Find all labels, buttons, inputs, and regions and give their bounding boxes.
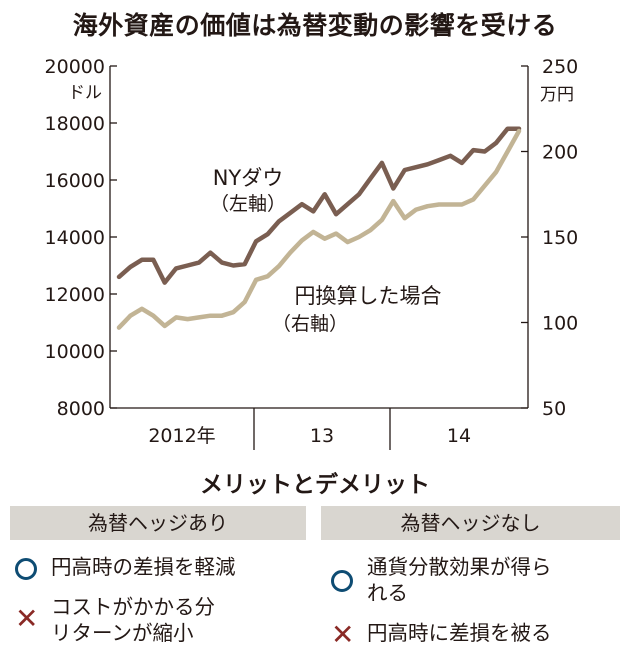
unhedged-column-header: 為替ヘッジなし	[321, 506, 620, 540]
yen-converted-label: 円換算した場合	[295, 284, 442, 308]
right-tick-label: 100	[542, 313, 578, 335]
unhedged-merit-item: 通貨分散効果が得ら れる	[331, 554, 621, 610]
right-tick-label: 250	[542, 56, 578, 78]
chart-title: 海外資産の価値は為替変動の影響を受ける	[72, 11, 558, 40]
right-tick-label: 200	[542, 142, 578, 164]
labels-layer: NYダウ （左軸） 円換算した場合 （右軸）	[210, 166, 442, 335]
right-tick-label: 150	[542, 227, 578, 249]
hedged-demerit-text: コストがかかる分 リターンが縮小	[51, 595, 215, 645]
left-tick-label: 14000	[45, 227, 105, 249]
unhedged-demerit-item: ✕ 円高時に差損を被る	[331, 620, 621, 650]
ny-dow-label: NYダウ	[213, 166, 284, 190]
right-tick-label: 50	[542, 398, 566, 420]
yen-converted-axis-note: （右軸）	[272, 313, 348, 335]
left-tick-label: 20000	[45, 56, 105, 78]
left-tick-label: 18000	[45, 113, 105, 135]
hedged-demerit-item: ✕ コストがかかる分 リターンが縮小	[15, 594, 305, 650]
left-tick-label: 16000	[45, 170, 105, 192]
hedged-merit-item: 円高時の差損を軽減	[15, 554, 305, 584]
left-tick-label: 12000	[45, 284, 105, 306]
circle-icon	[331, 570, 353, 592]
merit-demerit-heading: メリットとデメリット	[200, 472, 430, 498]
unhedged-demerit-text: 円高時に差損を被る	[367, 621, 552, 645]
right-axis-unit: 万円	[540, 85, 574, 105]
yen-converted-line	[116, 128, 522, 330]
x-tick-label: 13	[310, 425, 334, 447]
series-layer	[116, 126, 522, 330]
ny-dow-axis-note: （左軸）	[210, 193, 286, 215]
axes: 8000 10000 12000 14000 16000 18000 20000 ドル 50 10…	[45, 56, 578, 450]
x-tick-label: 2012年	[148, 425, 215, 447]
x-tick-label: 14	[447, 425, 471, 447]
cross-icon: ✕	[15, 602, 39, 635]
ny-dow-line	[116, 126, 522, 285]
line-chart: 8000 10000 12000 14000 16000 18000 20000 ドル 50 10…	[45, 56, 578, 450]
left-tick-label: 8000	[57, 398, 105, 420]
circle-icon	[15, 558, 37, 580]
unhedged-merit-text: 通貨分散効果が得ら れる	[367, 555, 552, 605]
left-tick-label: 10000	[45, 341, 105, 363]
hedged-column-header: 為替ヘッジあり	[10, 506, 306, 540]
hedged-merit-text: 円高時の差損を軽減	[51, 555, 236, 579]
left-axis-unit: ドル	[68, 83, 102, 103]
cross-icon: ✕	[331, 618, 355, 651]
